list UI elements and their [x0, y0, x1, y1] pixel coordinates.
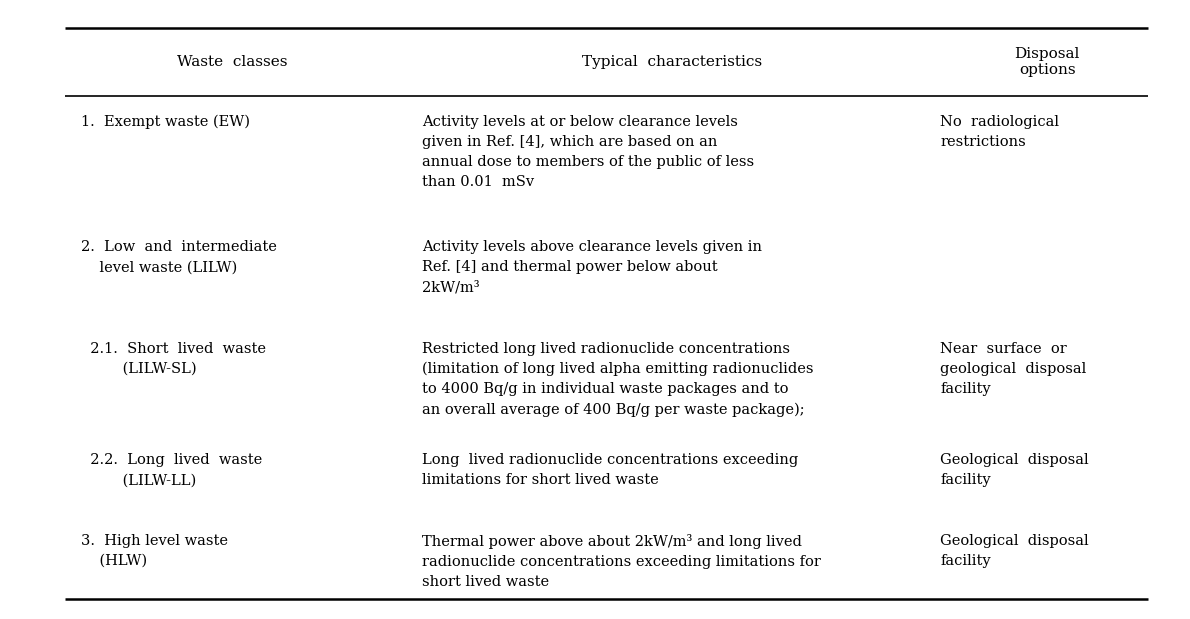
Text: 1.  Exempt waste (EW): 1. Exempt waste (EW): [81, 115, 250, 129]
Text: Activity levels at or below clearance levels
given in Ref. [4], which are based : Activity levels at or below clearance le…: [422, 115, 754, 189]
Text: No  radiological
restrictions: No radiological restrictions: [940, 115, 1059, 149]
Text: Typical  characteristics: Typical characteristics: [582, 55, 763, 69]
Text: Geological  disposal
facility: Geological disposal facility: [940, 534, 1089, 568]
Text: 2.2.  Long  lived  waste
         (LILW-LL): 2.2. Long lived waste (LILW-LL): [81, 453, 262, 487]
Text: Disposal
options: Disposal options: [1015, 47, 1079, 77]
Text: Waste  classes: Waste classes: [177, 55, 287, 69]
Text: Restricted long lived radionuclide concentrations
(limitation of long lived alph: Restricted long lived radionuclide conce…: [422, 342, 814, 417]
Text: 2.1.  Short  lived  waste
         (LILW-SL): 2.1. Short lived waste (LILW-SL): [81, 342, 265, 376]
Text: 2.  Low  and  intermediate
    level waste (LILW): 2. Low and intermediate level waste (LIL…: [81, 240, 277, 274]
Text: Geological  disposal
facility: Geological disposal facility: [940, 453, 1089, 487]
Text: Activity levels above clearance levels given in
Ref. [4] and thermal power below: Activity levels above clearance levels g…: [422, 240, 763, 294]
Text: 3.  High level waste
    (HLW): 3. High level waste (HLW): [81, 534, 228, 568]
Text: Long  lived radionuclide concentrations exceeding
limitations for short lived wa: Long lived radionuclide concentrations e…: [422, 453, 798, 487]
Text: Near  surface  or
geological  disposal
facility: Near surface or geological disposal faci…: [940, 342, 1086, 396]
Text: Thermal power above about 2kW/m³ and long lived
radionuclide concentrations exce: Thermal power above about 2kW/m³ and lon…: [422, 534, 821, 589]
